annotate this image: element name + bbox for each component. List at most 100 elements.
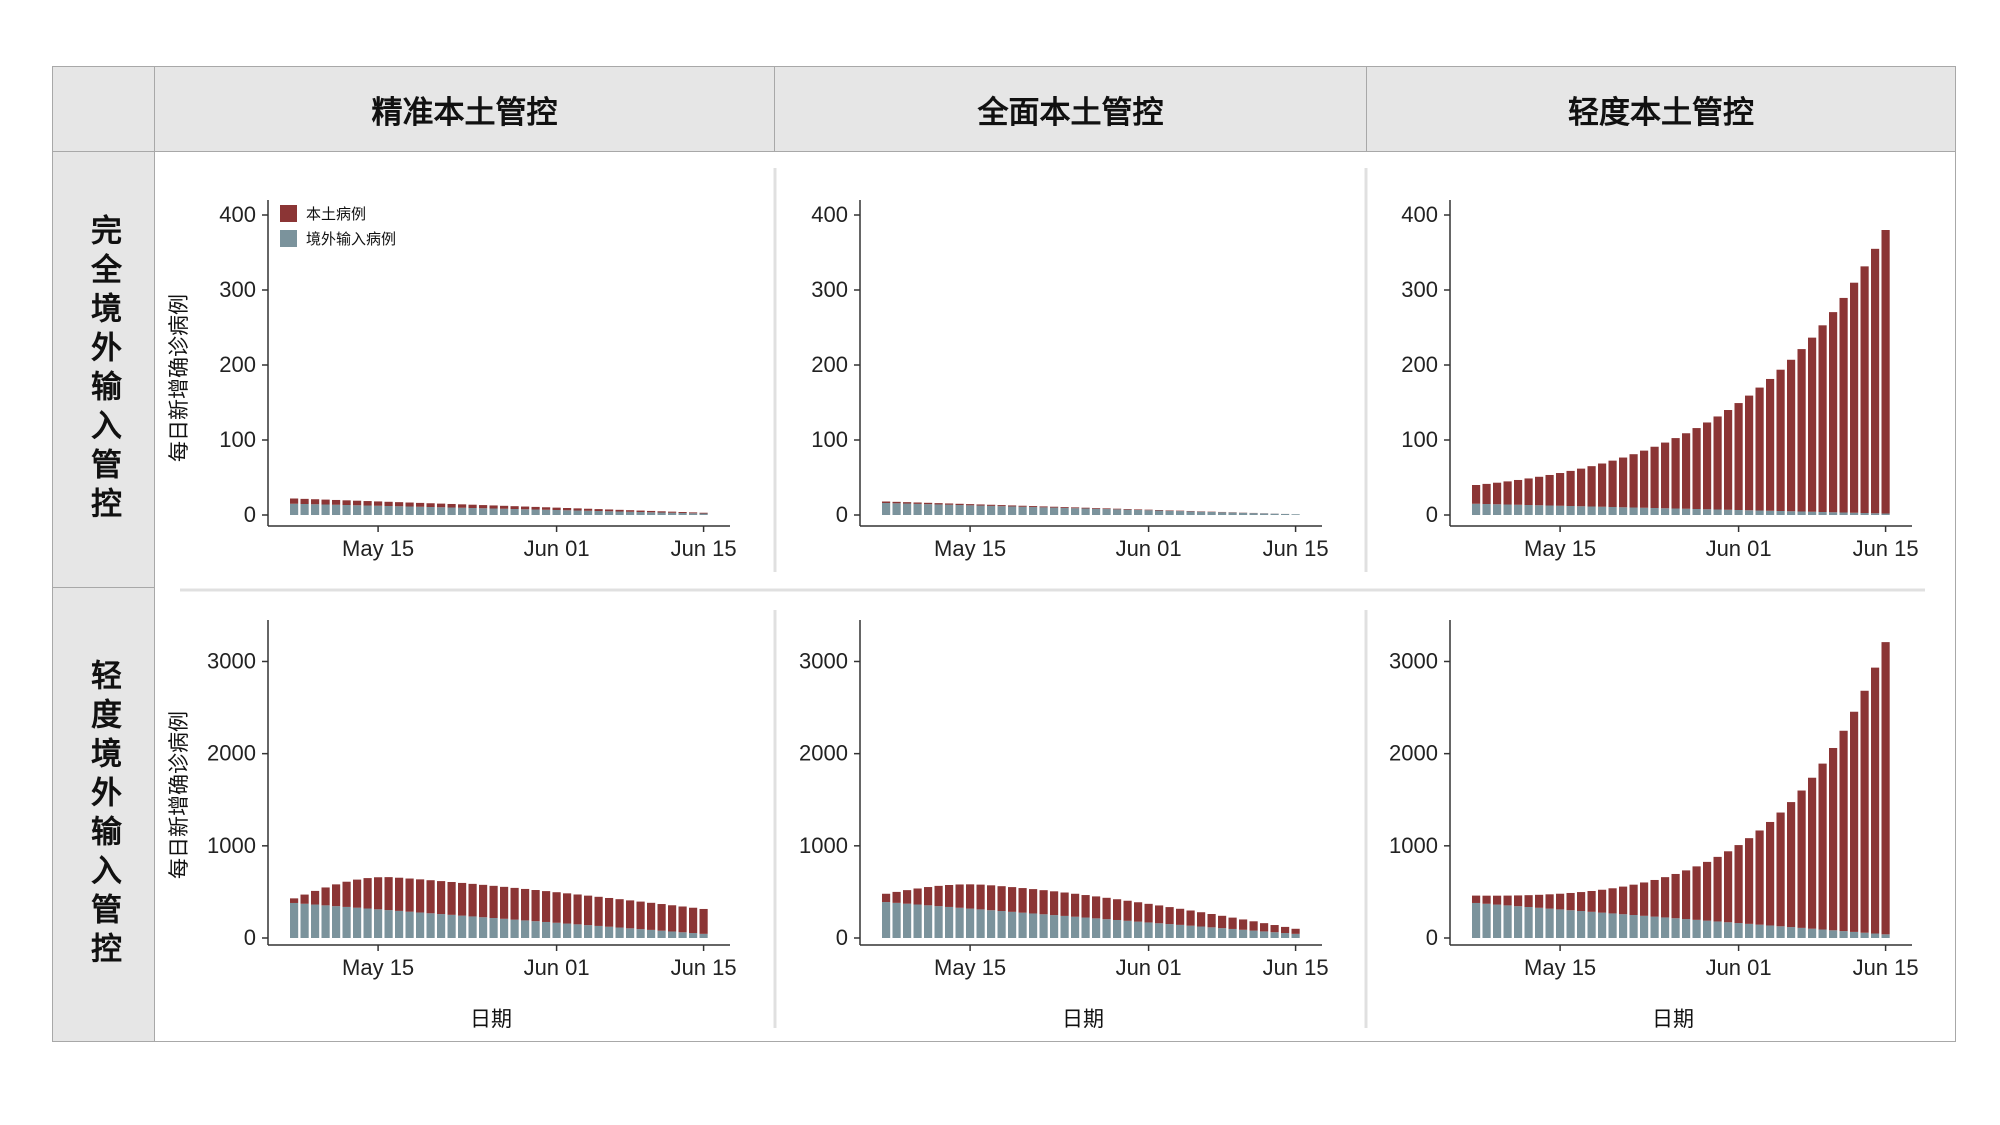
y-tick-label: 100	[1401, 427, 1438, 452]
bar-imported	[1081, 917, 1090, 938]
bar-local	[1734, 845, 1743, 924]
bar-local	[594, 509, 603, 511]
bar-local	[1050, 506, 1059, 508]
bar-local	[521, 506, 530, 510]
bar-local	[1270, 925, 1279, 933]
bar-local	[384, 501, 393, 506]
bar-imported	[1755, 924, 1764, 938]
bar-local	[458, 882, 467, 916]
bar-local	[1787, 802, 1796, 928]
bar-local	[1535, 894, 1544, 908]
bar-imported	[678, 513, 687, 515]
panel-0-0: 0 100 200 300 400 May 15 Jun 01 Jun 15 每日新增确诊病例 本…	[167, 200, 737, 561]
panel-0-1: 0 100 200 300 400 May 15 Jun 01 Jun 15	[811, 200, 1329, 561]
bar-imported	[1703, 509, 1712, 515]
bar-imported	[521, 509, 530, 515]
bar-local	[510, 887, 519, 920]
bar-imported	[458, 915, 467, 938]
bar-local	[1071, 893, 1080, 917]
bar-local	[657, 511, 666, 513]
bar-imported	[1776, 926, 1785, 938]
bar-local	[1755, 387, 1764, 511]
bar-local	[416, 879, 425, 913]
bar-local	[1881, 642, 1890, 935]
bar-local	[1808, 337, 1817, 512]
bar-local	[903, 502, 912, 504]
bar-imported	[1493, 904, 1502, 938]
bar-local	[1123, 509, 1132, 510]
bar-local	[1291, 928, 1300, 934]
bar-imported	[1165, 510, 1174, 515]
bar-local	[626, 900, 635, 929]
bar-local	[1661, 877, 1670, 918]
bar-imported	[1724, 509, 1733, 515]
y-tick-label: 1000	[207, 833, 256, 858]
bar-local	[1682, 433, 1691, 509]
bar-imported	[1598, 506, 1607, 515]
bar-imported	[976, 909, 985, 938]
bar-imported	[1682, 508, 1691, 515]
bar-imported	[699, 933, 708, 938]
bar-local	[913, 888, 922, 905]
bar-imported	[699, 513, 708, 515]
bar-local	[1249, 921, 1258, 931]
bar-imported	[1734, 923, 1743, 938]
bar-local	[955, 884, 964, 908]
bar-imported	[479, 917, 488, 938]
bar-imported	[1629, 915, 1638, 938]
bar-imported	[542, 921, 551, 938]
bar-imported	[489, 918, 498, 938]
bar-imported	[987, 910, 996, 938]
bar-imported	[594, 925, 603, 938]
bar-imported	[903, 903, 912, 938]
x-tick-label: Jun 01	[1706, 536, 1772, 561]
bar-local	[521, 888, 530, 921]
bar-local	[1608, 888, 1617, 914]
bar-local	[384, 877, 393, 911]
col-header-light: 轻度本土管控	[1367, 67, 1955, 152]
bar-imported	[1661, 917, 1670, 938]
bar-local	[1008, 505, 1017, 507]
bar-local	[332, 884, 341, 907]
bar-imported	[1839, 512, 1848, 515]
bar-local	[924, 502, 933, 505]
bar-local	[1060, 892, 1069, 916]
bar-local	[531, 890, 540, 922]
bar-imported	[1029, 507, 1038, 515]
bar-imported	[542, 509, 551, 515]
bar-local	[1050, 891, 1059, 916]
bar-imported	[1144, 510, 1153, 515]
bar-local	[321, 887, 330, 906]
bar-imported	[384, 910, 393, 938]
bar-local	[882, 501, 891, 503]
bar-local	[1018, 505, 1027, 507]
bar-imported	[342, 906, 351, 938]
bar-local	[1671, 873, 1680, 919]
bar-local	[1734, 403, 1743, 510]
bar-local	[1850, 282, 1859, 513]
bar-local	[573, 508, 582, 511]
bar-local	[1029, 506, 1038, 508]
bar-imported	[290, 902, 299, 938]
bar-local	[468, 504, 477, 508]
bar-local	[892, 501, 901, 504]
bar-imported	[1650, 508, 1659, 515]
bar-local	[1092, 508, 1101, 509]
bar-local	[997, 505, 1006, 507]
bar-imported	[689, 513, 698, 515]
bar-imported	[353, 907, 362, 938]
bar-imported	[1514, 504, 1523, 515]
bar-local	[1155, 905, 1164, 924]
bar-local	[934, 885, 943, 907]
bar-imported	[945, 906, 954, 938]
bar-imported	[1249, 513, 1258, 515]
bar-imported	[1535, 505, 1544, 515]
bar-local	[678, 512, 687, 513]
bar-imported	[934, 906, 943, 938]
bar-local	[924, 887, 933, 906]
bar-local	[479, 884, 488, 918]
bar-local	[1113, 508, 1122, 510]
bar-imported	[489, 508, 498, 515]
bar-imported	[1682, 919, 1691, 938]
bar-local	[1197, 912, 1206, 927]
